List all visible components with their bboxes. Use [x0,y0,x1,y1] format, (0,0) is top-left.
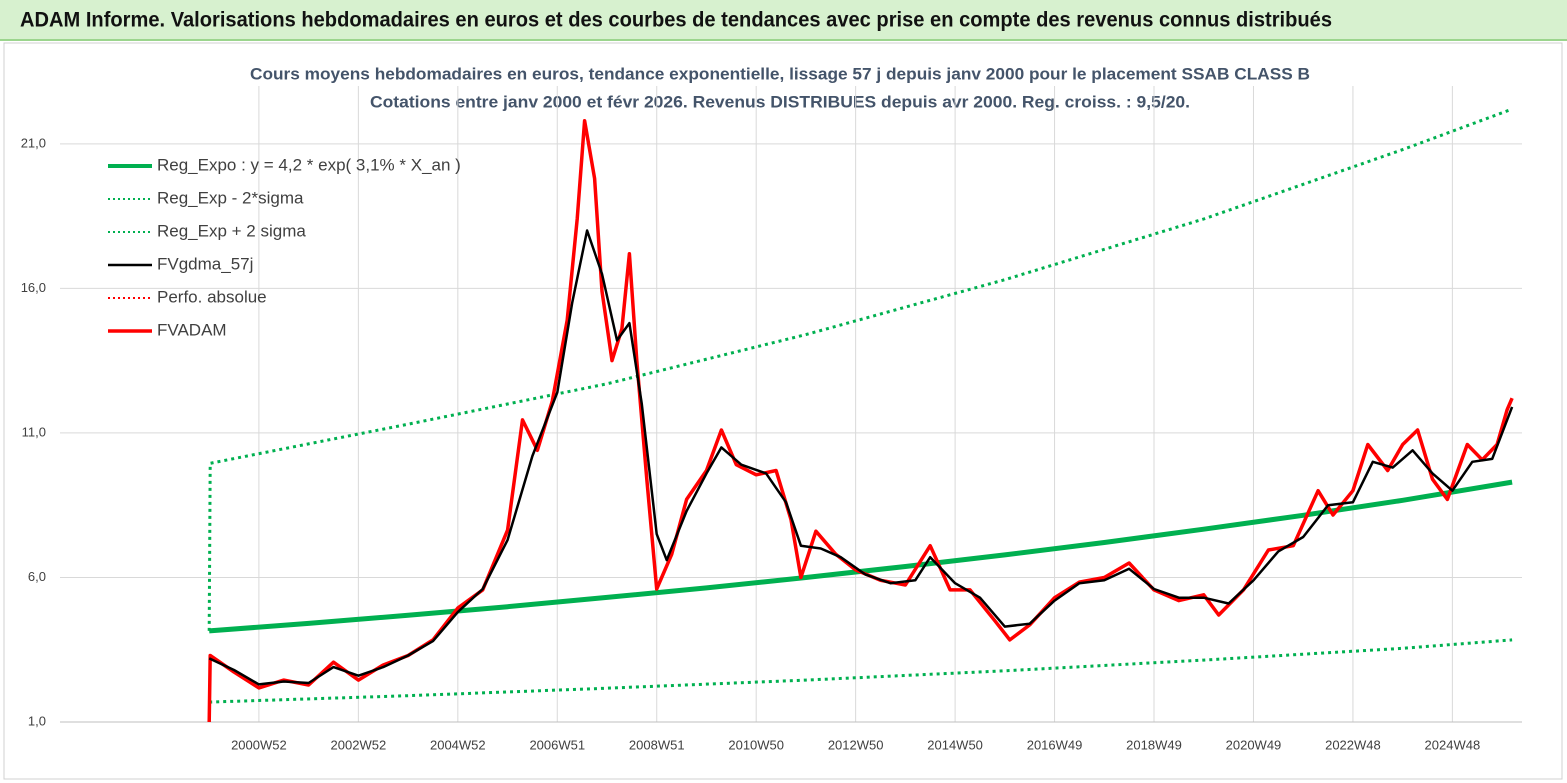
legend-label: Reg_Exp - 2*sigma [157,188,304,207]
series-line [209,638,1513,704]
y-tick-label: 21,0 [21,135,46,150]
x-tick-label: 2014W50 [927,737,983,752]
y-tick-label: 16,0 [21,280,46,295]
x-tick-label: 2022W48 [1325,737,1381,752]
chart-subtitle: Cotations entre janv 2000 et févr 2026. … [370,92,1190,111]
y-tick-label: 6,0 [28,569,46,584]
x-tick-label: 2024W48 [1425,737,1481,752]
x-tick-label: 2006W51 [529,737,585,752]
banner [0,0,1567,40]
y-tick-label: 1,0 [28,713,46,728]
chart-frame [3,42,1563,780]
x-tick-label: 2012W50 [828,737,884,752]
x-tick-label: 2000W52 [231,737,287,752]
x-tick-label: 2016W49 [1027,737,1083,752]
y-tick-label: 11,0 [22,424,46,439]
legend-label: FVgdma_57j [157,254,253,273]
chart-title: Cours moyens hebdomadaires en euros, ten… [250,64,1310,83]
legend-label: Reg_Exp + 2 sigma [157,221,306,240]
legend-label: Perfo. absolue [157,287,267,306]
legend-label: FVADAM [157,320,227,339]
series-line [207,107,1513,631]
legend: Reg_Expo : y = 4,2 * exp( 3,1% * X_an ) R… [108,155,461,339]
x-tick-label: 2018W49 [1126,737,1182,752]
series-line [208,229,1514,686]
x-tick-label: 2008W51 [629,737,685,752]
x-tick-label: 2004W52 [430,737,486,752]
x-tick-label: 2010W50 [728,737,784,752]
x-tick-label: 2020W49 [1226,737,1282,752]
grid: 1,0 6,0 11,0 16,0 21,0 2000W52 2002W52 2004W52 2… [21,86,1522,752]
banner-title: ADAM Informe. Valorisations hebdomadaire… [20,9,1332,32]
legend-label: Reg_Expo : y = 4,2 * exp( 3,1% * X_an ) [157,155,461,174]
x-tick-label: 2002W52 [331,737,387,752]
series-line [209,479,1513,634]
plot [207,107,1514,723]
